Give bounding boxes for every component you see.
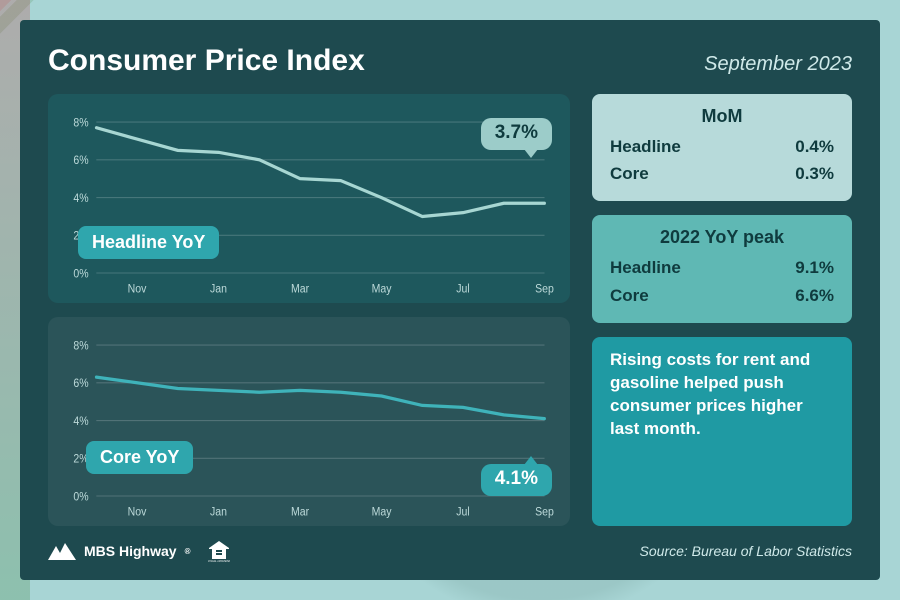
chart-headline-pill: Headline YoY — [78, 226, 219, 259]
svg-text:Nov: Nov — [128, 506, 147, 519]
sidebar-mom-row-0-label: Headline — [610, 133, 681, 160]
svg-text:6%: 6% — [73, 155, 88, 168]
sidebar-mom-row-1: Core 0.3% — [610, 160, 834, 187]
sidebar-box-peak: 2022 YoY peak Headline 9.1% Core 6.6% — [592, 215, 852, 322]
page-subtitle: September 2023 — [704, 53, 852, 76]
sidebar-peak-row-0-value: 9.1% — [795, 254, 834, 281]
sidebar-box-mom: MoM Headline 0.4% Core 0.3% — [592, 94, 852, 201]
footer: MBS Highway® EQUAL HOUSING Source: Burea… — [48, 540, 852, 562]
sidebar-peak-title: 2022 YoY peak — [610, 227, 834, 248]
sidebar-peak-row-0-label: Headline — [610, 254, 681, 281]
svg-text:4%: 4% — [73, 192, 88, 205]
mbs-highway-logo: MBS Highway® — [48, 542, 190, 560]
svg-text:Jan: Jan — [210, 506, 227, 519]
callout-tail-icon — [524, 149, 538, 158]
sidebar-mom-row-0-value: 0.4% — [795, 133, 834, 160]
svg-text:Sep: Sep — [535, 506, 554, 519]
sidebar-box-commentary: Rising costs for rent and gasoline helpe… — [592, 337, 852, 526]
sidebar-peak-row-1-label: Core — [610, 282, 649, 309]
chart-core-pill: Core YoY — [86, 441, 193, 474]
svg-text:8%: 8% — [73, 117, 88, 130]
sidebar-mom-row-0: Headline 0.4% — [610, 133, 834, 160]
chart-core-svg: 0%2%4%6%8%NovJanMarMayJulSep — [58, 327, 556, 522]
svg-text:6%: 6% — [73, 378, 88, 391]
svg-text:4%: 4% — [73, 415, 88, 428]
footer-logos: MBS Highway® EQUAL HOUSING — [48, 540, 230, 562]
svg-text:0%: 0% — [73, 491, 88, 504]
svg-text:Jul: Jul — [456, 506, 469, 519]
sidebar: MoM Headline 0.4% Core 0.3% 2022 YoY pea… — [592, 94, 852, 526]
sidebar-mom-row-1-label: Core — [610, 160, 649, 187]
chart-panel-core: 0%2%4%6%8%NovJanMarMayJulSep Core YoY 4.… — [48, 317, 570, 526]
svg-text:Jan: Jan — [210, 283, 227, 296]
svg-text:Nov: Nov — [128, 283, 147, 296]
sidebar-peak-row-0: Headline 9.1% — [610, 254, 834, 281]
svg-text:May: May — [372, 283, 392, 296]
mountain-icon — [48, 542, 76, 560]
svg-text:May: May — [372, 506, 392, 519]
chart-panel-headline: 0%2%4%6%8%NovJanMarMayJulSep Headline Yo… — [48, 94, 570, 303]
svg-text:0%: 0% — [73, 268, 88, 281]
page-title: Consumer Price Index — [48, 44, 365, 78]
sidebar-peak-row-1-value: 6.6% — [795, 282, 834, 309]
header: Consumer Price Index September 2023 — [48, 44, 852, 78]
chart-headline-callout-value: 3.7% — [495, 122, 538, 143]
sidebar-commentary-text: Rising costs for rent and gasoline helpe… — [610, 349, 834, 441]
svg-text:Jul: Jul — [456, 283, 469, 296]
body: 0%2%4%6%8%NovJanMarMayJulSep Headline Yo… — [48, 94, 852, 526]
chart-core-callout-value: 4.1% — [495, 468, 538, 489]
sidebar-mom-row-1-value: 0.3% — [795, 160, 834, 187]
footer-source: Source: Bureau of Labor Statistics — [640, 543, 852, 559]
svg-text:Sep: Sep — [535, 283, 554, 296]
svg-text:8%: 8% — [73, 340, 88, 353]
sidebar-mom-title: MoM — [610, 106, 834, 127]
svg-text:EQUAL HOUSING: EQUAL HOUSING — [208, 559, 230, 562]
chart-headline-callout: 3.7% — [481, 118, 552, 150]
sidebar-peak-row-1: Core 6.6% — [610, 282, 834, 309]
svg-text:Mar: Mar — [291, 283, 309, 296]
infographic-card: Consumer Price Index September 2023 0%2%… — [20, 20, 880, 580]
charts-column: 0%2%4%6%8%NovJanMarMayJulSep Headline Yo… — [48, 94, 570, 526]
svg-text:Mar: Mar — [291, 506, 309, 519]
chart-core-callout: 4.1% — [481, 464, 552, 496]
callout-tail-icon — [524, 456, 538, 465]
mbs-logo-text: MBS Highway — [84, 543, 177, 559]
equal-housing-logo: EQUAL HOUSING — [208, 540, 230, 562]
